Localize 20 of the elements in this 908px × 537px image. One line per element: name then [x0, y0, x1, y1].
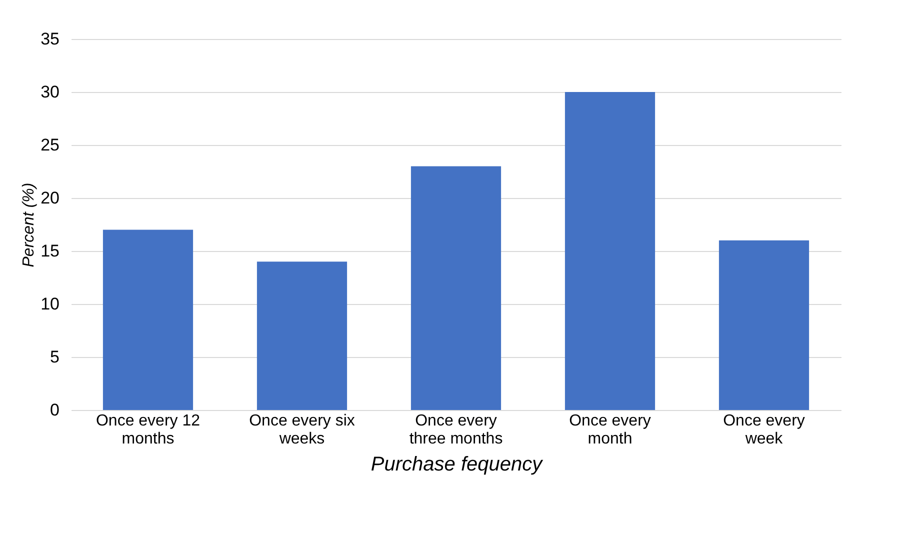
bar: [410, 166, 502, 410]
x-axis-title: Purchase fequency: [370, 454, 544, 476]
x-tick-label: Once every 12 months: [96, 412, 200, 448]
x-tick-label: Once every three months: [409, 412, 503, 448]
bar: [718, 240, 810, 410]
y-tick-label: 30: [40, 82, 60, 102]
y-axis-title: Percent (%): [20, 182, 38, 268]
bar: [102, 230, 194, 410]
y-tick-label: 35: [40, 30, 60, 48]
bar: [256, 262, 348, 410]
bar: [564, 92, 656, 410]
y-tick-label: 10: [40, 294, 60, 314]
y-tick-label: 25: [40, 136, 60, 154]
x-tick-label: Once every six weeks: [249, 412, 355, 448]
x-tick-label: Once every week: [723, 412, 805, 448]
x-tick-label: Once every month: [569, 412, 651, 448]
y-tick-label: 5: [50, 348, 60, 366]
y-tick-label: 0: [50, 400, 60, 420]
y-tick-label: 15: [40, 242, 60, 260]
y-tick-label: 20: [40, 188, 60, 208]
